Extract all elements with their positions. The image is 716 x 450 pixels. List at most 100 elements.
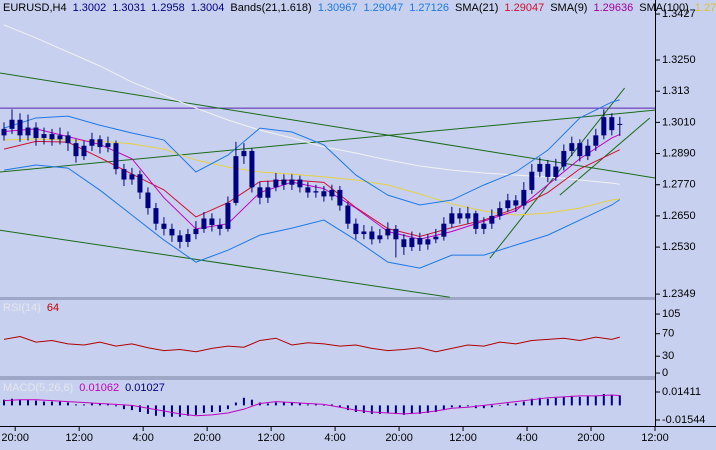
histogram-bar	[26, 399, 29, 406]
histogram-bar	[90, 403, 93, 406]
candle-body	[545, 163, 551, 177]
candle-body	[329, 189, 335, 197]
header-item: 0.01062	[79, 382, 119, 394]
candle-body	[105, 143, 111, 148]
histogram-bar	[466, 405, 469, 407]
y-tick-label: -0.01544	[662, 414, 705, 426]
header-item: RSI(14)	[3, 302, 41, 314]
histogram-bar	[18, 399, 21, 406]
header-item: 1.3031	[112, 2, 146, 14]
candle-body	[273, 179, 279, 188]
candle-body	[217, 224, 223, 229]
header-item: 0.01027	[125, 382, 165, 394]
candle-body	[577, 143, 583, 157]
histogram-bar	[58, 401, 61, 406]
x-tick-label: 12:00	[257, 432, 285, 444]
candle-body	[193, 228, 199, 235]
histogram-bar	[434, 405, 437, 413]
histogram-bar	[66, 402, 69, 406]
panel-separator	[0, 376, 655, 380]
candle-body	[81, 145, 87, 157]
header-item: 1.27126	[409, 2, 449, 14]
candle-body	[137, 174, 143, 193]
y-tick-label: 1.3250	[662, 54, 696, 66]
panel-separator	[0, 297, 655, 300]
histogram-bar	[298, 403, 301, 406]
histogram-bar	[602, 394, 605, 406]
histogram-bar	[546, 398, 549, 406]
histogram-bar	[554, 397, 557, 406]
histogram-bar	[122, 405, 125, 410]
histogram-bar	[210, 405, 213, 413]
candle-body	[177, 235, 183, 242]
histogram-bar	[242, 397, 245, 406]
main-panel	[0, 24, 655, 298]
y-tick-label: 105	[662, 308, 680, 320]
candle-body	[377, 235, 383, 240]
histogram-bar	[146, 405, 149, 414]
candle-body	[473, 213, 479, 229]
histogram-bar	[186, 405, 189, 416]
candle-body	[297, 179, 303, 188]
header-item: 1.29047	[363, 2, 403, 14]
histogram-bar	[498, 405, 501, 406]
histogram-bar	[370, 405, 373, 414]
histogram-bar	[2, 399, 5, 406]
signal-line	[3, 394, 620, 417]
y-tick-label: 1.2770	[662, 179, 696, 191]
candle-body	[521, 189, 527, 206]
candle-body	[441, 223, 447, 237]
candle-body	[361, 231, 367, 235]
histogram-bar	[290, 402, 293, 406]
histogram-bar	[194, 405, 197, 415]
histogram-bar	[250, 399, 253, 406]
histogram-bar	[594, 395, 597, 406]
histogram-bar	[266, 403, 269, 406]
header-item: MACD(5,26,6)	[3, 382, 73, 394]
histogram-bar	[386, 405, 389, 413]
histogram-bar	[442, 405, 445, 411]
candle-body	[201, 218, 207, 229]
indicator-line	[3, 138, 620, 216]
macd-panel	[2, 394, 621, 417]
candle-body	[153, 208, 159, 224]
candle-body	[553, 166, 559, 177]
candle-body	[481, 223, 487, 229]
candle-body	[65, 135, 71, 144]
header-item: 1.30967	[318, 2, 358, 14]
histogram-bar	[346, 405, 349, 411]
histogram-bar	[586, 395, 589, 406]
histogram-bar	[402, 405, 405, 415]
histogram-bar	[394, 405, 397, 414]
histogram-bar	[354, 405, 357, 413]
y-tick-label: 1.313	[662, 85, 690, 97]
header-item: SMA(9)	[550, 2, 587, 14]
histogram-bar	[482, 405, 485, 409]
x-tick-label: 4:00	[516, 432, 537, 444]
candle-body	[337, 189, 343, 206]
candle-body	[49, 134, 55, 140]
candle-body	[17, 119, 23, 136]
header-item: 1.3002	[73, 2, 107, 14]
header-item: Bands(21,1.618)	[230, 2, 311, 14]
histogram-bar	[570, 395, 573, 406]
histogram-bar	[114, 405, 117, 407]
histogram-bar	[138, 405, 141, 413]
histogram-bar	[170, 405, 173, 417]
candle-body	[209, 218, 215, 225]
x-tick-label: 4:00	[324, 432, 345, 444]
candle-body	[169, 228, 175, 236]
histogram-bar	[562, 396, 565, 406]
candle-body	[241, 150, 247, 157]
x-tick-label: 12:00	[641, 432, 669, 444]
histogram-bar	[538, 397, 541, 406]
header-item: 1.3004	[191, 2, 225, 14]
candle-body	[537, 163, 543, 172]
histogram-bar	[282, 402, 285, 406]
y-tick-label: 0.01411	[662, 386, 701, 398]
candle-body	[1, 128, 7, 136]
candle-body	[185, 234, 191, 242]
candle-body	[505, 200, 511, 209]
histogram-bar	[450, 405, 453, 408]
